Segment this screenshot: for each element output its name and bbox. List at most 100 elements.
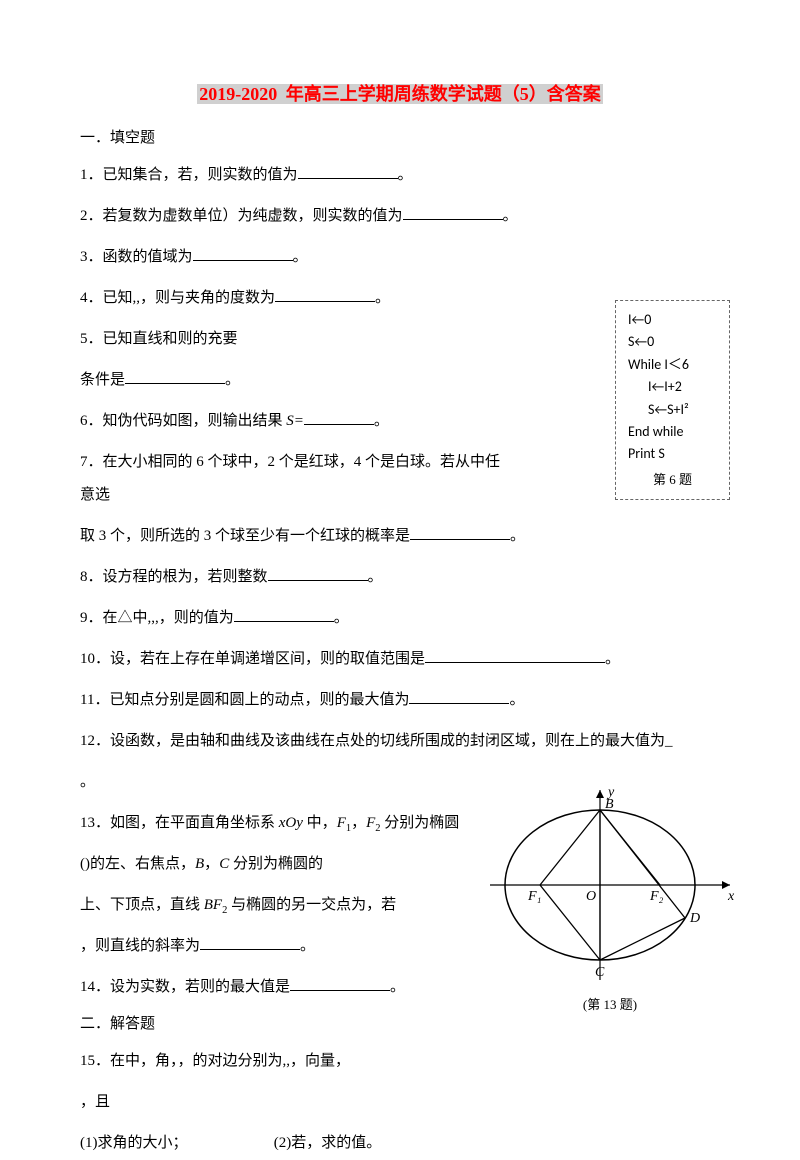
q13b-comma: ，	[204, 856, 219, 872]
page-title: 2019-2020 年高三上学期周练数学试题（5）含答案	[80, 80, 720, 106]
q13a-text: 13．如图，在平面直角坐标系	[80, 815, 279, 831]
q13c-end: 与椭圆的另一交点为，若	[227, 897, 396, 913]
q14-blank	[290, 975, 390, 991]
question-6: 6．知伪代码如图，则输出结果 S= 。	[80, 405, 500, 438]
question-12: 12．设函数，是由轴和曲线及该曲线在点处的切线所围成的封闭区域，则在上的最大值为…	[80, 725, 720, 758]
q2-blank	[403, 204, 503, 220]
q13b-start: ()的左、右焦点，	[80, 856, 195, 872]
label-d: D	[689, 911, 700, 926]
q13d-text: ，则直线的斜率为	[80, 938, 200, 954]
q1-blank	[298, 163, 398, 179]
q13c-bf: BF	[204, 897, 222, 913]
ellipse-caption: (第 13 题)	[480, 994, 740, 1013]
q13a-mid: 中，	[303, 815, 337, 831]
question-13a: 13．如图，在平面直角坐标系 xOy 中，F1，F2 分别为椭圆	[80, 807, 500, 840]
pseudo-line-4: I←I+2	[628, 376, 717, 398]
label-x: x	[727, 889, 735, 904]
pseudo-line-6: End while	[628, 421, 717, 443]
q13a-f1: F	[337, 815, 346, 831]
q13a-f2: F	[366, 815, 375, 831]
question-8: 8．设方程的根为，若则整数 。	[80, 561, 720, 594]
label-o: O	[586, 889, 596, 904]
ellipse-figure: y x B C D O F₁ F₂ (第 13 题)	[480, 780, 740, 1013]
title-rest: 年高三上学期周练数学试题（5）含答案	[279, 84, 603, 104]
q13a-end: 分别为椭圆	[381, 815, 460, 831]
q7b-end: 。	[510, 528, 525, 544]
q13d-end: 。	[300, 938, 315, 954]
label-b: B	[605, 797, 614, 812]
q11-blank	[409, 688, 509, 704]
pseudo-line-3: While I＜6	[628, 354, 717, 376]
q8-blank	[268, 565, 368, 581]
q11-end: 。	[509, 692, 524, 708]
q9-end: 。	[334, 610, 349, 626]
q5b-end: 。	[225, 372, 240, 388]
q9-blank	[234, 606, 334, 622]
q14-end: 。	[390, 979, 405, 995]
section-2-header: 二．解答题	[80, 1012, 720, 1033]
question-15b: ，且	[80, 1086, 500, 1119]
question-7a: 7．在大小相同的 6 个球中，2 个是红球，4 个是白球。若从中任意选	[80, 446, 500, 512]
label-f2: F₂	[649, 889, 664, 904]
q1-text: 1．已知集合，若，则实数的值为	[80, 167, 298, 183]
q3-end: 。	[293, 249, 308, 265]
question-7b: 取 3 个，则所选的 3 个球至少有一个红球的概率是 。	[80, 520, 720, 553]
pseudo-line-7: Print S	[628, 443, 717, 465]
x-arrow	[722, 881, 730, 889]
q10-text: 10．设，若在上存在单调递增区间，则的取值范围是	[80, 651, 425, 667]
label-f1: F₁	[527, 889, 541, 904]
question-14: 14．设为实数，若则的最大值是 。	[80, 971, 500, 1004]
pseudocode-box: I←0 S←0 While I＜6 I←I+2 S←S+I² End while…	[615, 300, 730, 500]
pseudo-line-1: I←0	[628, 309, 717, 331]
question-15a: 15．在中，角，，的对边分别为,,，向量，	[80, 1045, 500, 1078]
q3-text: 3．函数的值域为	[80, 249, 193, 265]
question-11: 11．已知点分别是圆和圆上的动点，则的最大值为 。	[80, 684, 720, 717]
q13b-b: B	[195, 856, 204, 872]
pseudo-caption: 第 6 题	[628, 470, 717, 491]
q13b-c: C	[219, 856, 229, 872]
q5b-blank	[125, 368, 225, 384]
q6-end: 。	[374, 413, 389, 429]
q6-text: 6．知伪代码如图，则输出结果	[80, 413, 286, 429]
question-9: 9．在△中,,,，则的值为 。	[80, 602, 720, 635]
pseudo-line-5: S←S+I²	[628, 399, 717, 421]
q8-end: 。	[368, 569, 383, 585]
q1-end: 。	[398, 167, 413, 183]
q13a-comma1: ，	[351, 815, 366, 831]
q2-text: 2．若复数为虚数单位）为纯虚数，则实数的值为	[80, 208, 403, 224]
question-13d: ，则直线的斜率为 。	[80, 930, 500, 963]
q14-text: 14．设为实数，若则的最大值是	[80, 979, 290, 995]
question-5a: 5．已知直线和则的充要	[80, 323, 500, 356]
q4-text: 4．已知,,，则与夹角的度数为	[80, 290, 275, 306]
q6-blank	[304, 409, 374, 425]
label-c: C	[595, 965, 605, 980]
q10-blank	[425, 647, 605, 663]
question-13b: ()的左、右焦点，B，C 分别为椭圆的	[80, 848, 500, 881]
q9-text: 9．在△中,,,，则的值为	[80, 610, 234, 626]
q6-var: S=	[286, 413, 304, 429]
q12-text: 12．设函数，是由轴和曲线及该曲线在点处的切线所围成的封闭区域，则在上的最大值为…	[80, 733, 673, 749]
q13b-end: 分别为椭圆的	[229, 856, 323, 872]
q15c1: (1)求角的大小；	[80, 1127, 270, 1160]
question-10: 10．设，若在上存在单调递增区间，则的取值范围是 。	[80, 643, 720, 676]
q13d-blank	[200, 934, 300, 950]
section-1-header: 一．填空题	[80, 126, 720, 147]
q7b-blank	[410, 524, 510, 540]
q8-text: 8．设方程的根为，若则整数	[80, 569, 268, 585]
question-3: 3．函数的值域为 。	[80, 241, 720, 274]
line-c-d	[600, 918, 685, 960]
q10-end: 。	[605, 651, 620, 667]
q5b-text: 条件是	[80, 372, 125, 388]
y-arrow	[596, 790, 604, 798]
question-13c: 上、下顶点，直线 BF2 与椭圆的另一交点为，若	[80, 889, 500, 922]
pseudo-line-2: S←0	[628, 331, 717, 353]
q4-blank	[275, 286, 375, 302]
question-15c: (1)求角的大小； (2)若，求的值。	[80, 1127, 720, 1160]
q11-text: 11．已知点分别是圆和圆上的动点，则的最大值为	[80, 692, 409, 708]
q4-end: 。	[375, 290, 390, 306]
ellipse-svg: y x B C D O F₁ F₂	[480, 780, 740, 990]
q13c-start: 上、下顶点，直线	[80, 897, 204, 913]
question-1: 1．已知集合，若，则实数的值为 。	[80, 159, 720, 192]
q7b-text: 取 3 个，则所选的 3 个球至少有一个红球的概率是	[80, 528, 410, 544]
q15c2: (2)若，求的值。	[274, 1135, 382, 1151]
